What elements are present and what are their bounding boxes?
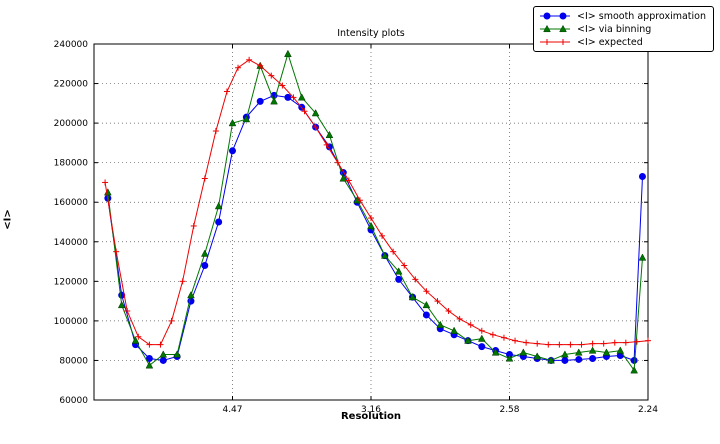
- svg-text:3.16: 3.16: [361, 405, 381, 415]
- svg-text:60000: 60000: [59, 396, 88, 406]
- svg-text:140000: 140000: [54, 238, 89, 248]
- legend-item-label: <I> smooth approximation: [577, 10, 706, 22]
- svg-text:200000: 200000: [54, 119, 89, 129]
- legend-line-sample: [540, 39, 571, 45]
- legend-item-label: <I> via binning: [577, 23, 652, 35]
- svg-text:2.24: 2.24: [638, 405, 658, 415]
- svg-text:120000: 120000: [54, 277, 89, 287]
- legend-item: <I> via binning: [538, 23, 706, 35]
- legend-line-sample: [540, 24, 571, 33]
- svg-text:220000: 220000: [54, 80, 89, 90]
- svg-text:2.58: 2.58: [499, 405, 519, 415]
- legend-item-label: <I> expected: [577, 36, 643, 48]
- x-axis-label: Resolution: [340, 411, 402, 422]
- svg-text:160000: 160000: [54, 198, 89, 208]
- chart-title: Intensity plots: [337, 28, 405, 39]
- legend-item: <I> smooth approximation: [538, 10, 706, 22]
- legend-line-sample: [540, 12, 571, 20]
- svg-text:80000: 80000: [59, 356, 88, 366]
- svg-text:100000: 100000: [54, 317, 89, 327]
- svg-text:240000: 240000: [54, 40, 89, 50]
- legend: <I> smooth approximation <I> via binning…: [533, 6, 714, 52]
- legend-item: <I> expected: [538, 36, 706, 48]
- svg-text:180000: 180000: [54, 159, 89, 169]
- y-axis-label: <I>: [2, 209, 14, 230]
- svg-text:4.47: 4.47: [222, 405, 242, 415]
